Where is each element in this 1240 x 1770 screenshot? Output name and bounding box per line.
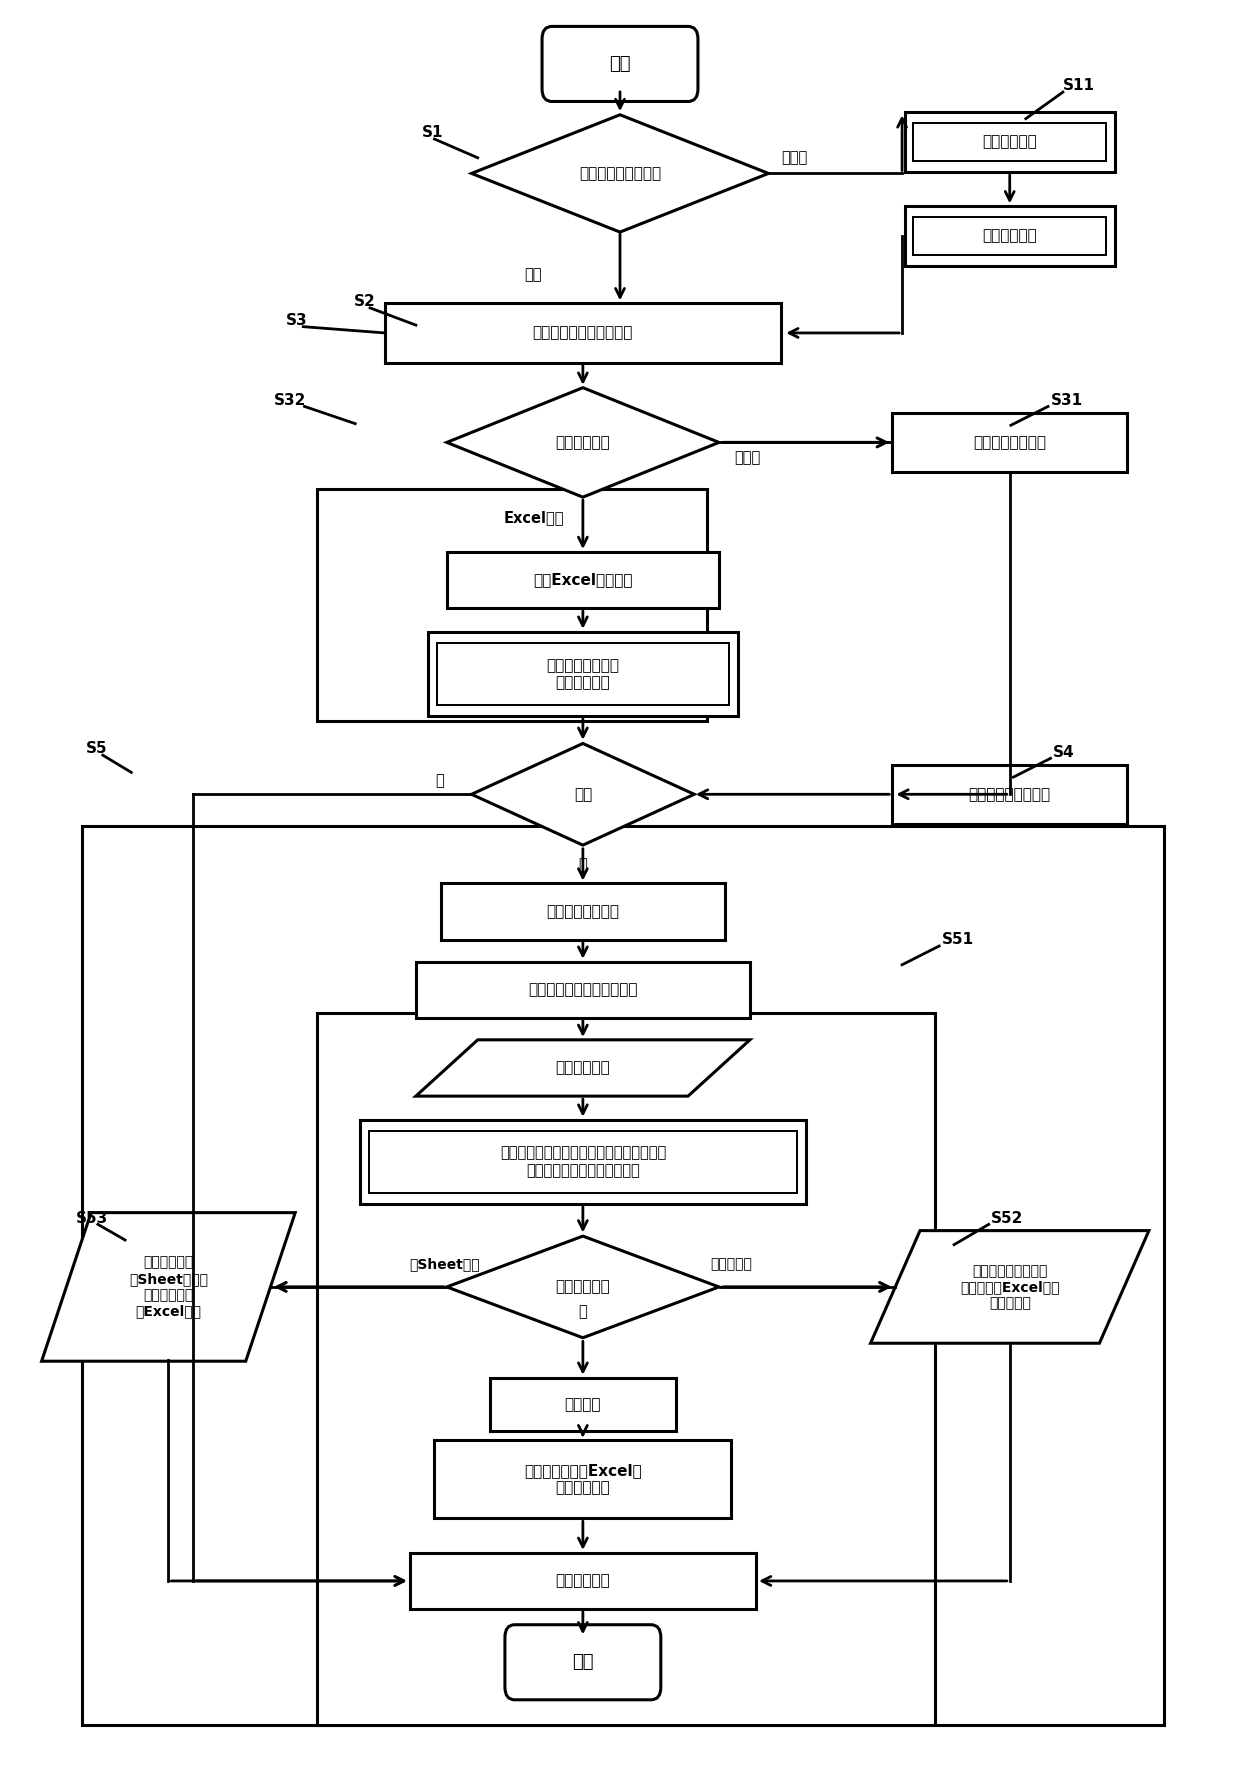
Text: 文件夹: 文件夹 (734, 451, 760, 466)
Text: 按Sheet输出: 按Sheet输出 (409, 1257, 480, 1271)
Text: 打开输出路径: 打开输出路径 (556, 1574, 610, 1588)
Polygon shape (471, 115, 769, 232)
Bar (368, 1131, 797, 1193)
Polygon shape (471, 743, 694, 844)
Text: S11: S11 (1063, 78, 1095, 94)
Text: 提示用户设置: 提示用户设置 (982, 135, 1037, 150)
Text: 初始化操作数据，
解析数据结构: 初始化操作数据， 解析数据结构 (547, 658, 620, 690)
Text: 不存在: 不存在 (781, 150, 807, 165)
Text: 将记录合并输出Excel文
件到指定目录: 将记录合并输出Excel文 件到指定目录 (525, 1464, 642, 1496)
Text: 逐文件输出: 逐文件输出 (711, 1257, 753, 1271)
Text: 是: 是 (579, 1304, 588, 1319)
Text: S52: S52 (991, 1211, 1023, 1225)
Text: S5: S5 (86, 742, 107, 756)
Text: 存在: 存在 (525, 267, 542, 283)
Bar (409, 1552, 756, 1609)
Text: S32: S32 (274, 393, 306, 407)
Text: 获取替换键值，及记录名称: 获取替换键值，及记录名称 (528, 982, 637, 997)
Text: S3: S3 (286, 313, 308, 327)
Polygon shape (42, 1212, 295, 1361)
Bar (913, 218, 1106, 255)
Bar (317, 489, 707, 720)
Bar (913, 124, 1106, 161)
Bar (434, 1441, 732, 1519)
Bar (317, 1012, 935, 1724)
Text: 使用文件名称作为记录名称，将数据暂存到
程序后台并在界面显示该记录: 使用文件名称作为记录名称，将数据暂存到 程序后台并在界面显示该记录 (500, 1145, 666, 1179)
Bar (490, 1377, 676, 1430)
Text: 开始: 开始 (609, 55, 631, 73)
Text: 读取Excel文件数据: 读取Excel文件数据 (533, 572, 632, 588)
Text: 以记录名称作
为Sheet名称生
成数据到同一
个Excel文件: 以记录名称作 为Sheet名称生 成数据到同一 个Excel文件 (129, 1255, 208, 1319)
Text: 获取模板及输出路径: 获取模板及输出路径 (579, 166, 661, 181)
Text: 保存用户设置: 保存用户设置 (982, 228, 1037, 244)
Bar (436, 643, 729, 704)
Text: S2: S2 (353, 294, 376, 310)
Text: S1: S1 (422, 126, 444, 140)
Text: S31: S31 (1050, 393, 1083, 407)
Text: 初始化为业务层级: 初始化为业务层级 (973, 435, 1047, 450)
Bar (428, 632, 738, 717)
Bar (82, 825, 1164, 1724)
Text: 判断目标属性: 判断目标属性 (556, 435, 610, 450)
Text: 是: 是 (579, 857, 588, 873)
Polygon shape (446, 1235, 719, 1338)
Bar (893, 765, 1127, 825)
Polygon shape (446, 388, 719, 497)
Bar (446, 552, 719, 609)
Bar (904, 207, 1115, 266)
Text: 用户选择操作目标: 用户选择操作目标 (547, 904, 620, 919)
Text: 结束: 结束 (572, 1653, 594, 1671)
Bar (415, 961, 750, 1018)
Text: 生成界面及操作选项: 生成界面及操作选项 (968, 788, 1050, 802)
Bar (360, 1120, 806, 1204)
Text: S4: S4 (1053, 745, 1075, 759)
Text: 获取路径层级关系及文件: 获取路径层级关系及文件 (533, 326, 634, 340)
Bar (384, 303, 781, 363)
FancyBboxPatch shape (505, 1625, 661, 1699)
Text: 判断输出方式: 判断输出方式 (556, 1280, 610, 1294)
Text: 成功: 成功 (574, 788, 591, 802)
FancyBboxPatch shape (542, 27, 698, 101)
Text: 分别以记录名称作为
文件名输出Excel文件
到指定目录: 分别以记录名称作为 文件名输出Excel文件 到指定目录 (960, 1264, 1059, 1310)
Polygon shape (415, 1039, 750, 1096)
Text: S53: S53 (76, 1211, 108, 1225)
Bar (904, 113, 1115, 172)
Polygon shape (870, 1230, 1149, 1343)
Text: 否: 否 (435, 773, 444, 788)
Text: S51: S51 (941, 933, 973, 947)
Text: Excel文件: Excel文件 (503, 510, 564, 526)
Text: 合并数据: 合并数据 (564, 1397, 601, 1412)
Bar (440, 883, 725, 940)
Bar (893, 412, 1127, 473)
Text: 生成业务数据: 生成业务数据 (556, 1060, 610, 1076)
